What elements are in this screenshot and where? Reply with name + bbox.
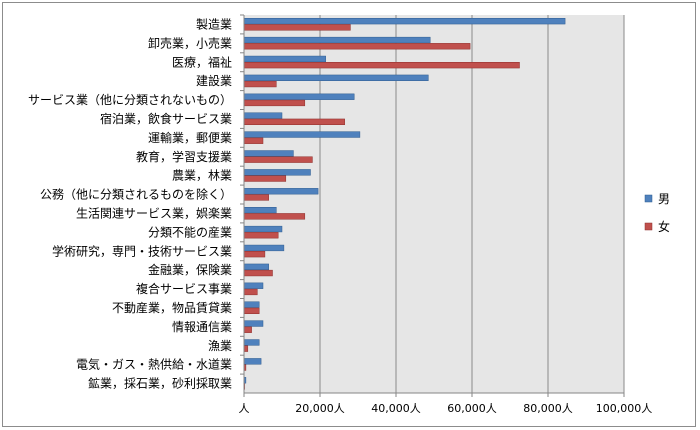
bar-male [243, 150, 294, 157]
x-tick-labels: 人 20,000人 40,000人 60,000人 80,000人 100,000人 [239, 393, 653, 415]
category-label: 漁業 [208, 339, 232, 353]
bar-male [243, 112, 283, 119]
category-label: 生活関連サービス業，娯楽業 [76, 206, 232, 220]
bar-male [243, 225, 283, 233]
bar-female [243, 326, 252, 333]
bar-female [243, 99, 306, 107]
category-label: 農業，林業 [172, 169, 232, 183]
bar-male [243, 131, 361, 138]
category-label: 不動産業，物品賃貸業 [112, 300, 232, 315]
bar-female [243, 251, 266, 258]
bar-male [243, 263, 269, 271]
bar-male [243, 188, 319, 195]
bars [243, 18, 566, 390]
bar-female [243, 194, 269, 201]
legend-label: 女 [658, 219, 670, 234]
bar-male [243, 282, 264, 289]
legend: 男女 [644, 192, 670, 234]
bar-female [243, 288, 258, 296]
legend-swatch [644, 194, 653, 203]
bar-male [243, 207, 277, 214]
bar-female [243, 307, 260, 315]
category-label: 学術研究，専門・技術サービス業 [52, 243, 232, 258]
bar-male [243, 18, 566, 25]
bar-male [243, 74, 429, 81]
category-label: 情報通信業 [172, 320, 232, 334]
legend-label: 男 [658, 192, 670, 206]
bar-male [243, 358, 262, 365]
bar-female [243, 269, 273, 277]
x-tick-label: 20,000人 [295, 402, 345, 415]
plot-area [244, 15, 624, 393]
category-label: 製造業 [196, 17, 232, 31]
x-tick-label: 60,000人 [447, 402, 497, 415]
category-label: 卸売業，小売業 [148, 35, 232, 50]
x-tick-label: 40,000人 [371, 402, 421, 415]
category-label: 宿泊業，飲食サービス業 [100, 111, 232, 126]
bar-male [243, 244, 285, 252]
bar-female [243, 137, 264, 144]
bar-female [243, 156, 313, 163]
bar-male [243, 320, 264, 327]
bar-male [243, 169, 311, 176]
category-label: 医療，福祉 [172, 54, 232, 69]
category-label: 鉱業，採石業，砂利採取業 [88, 376, 232, 391]
bar-female [243, 175, 287, 182]
bar-female [243, 345, 249, 352]
bar-female [243, 213, 306, 220]
category-label: 教育，学習支援業 [136, 149, 232, 164]
category-label: 公務（他に分類されるものを除く） [40, 187, 232, 202]
x-tick-label: 人 [239, 402, 250, 415]
bar-female [243, 24, 351, 31]
bar-female [243, 43, 471, 50]
category-label: 運輸業，郵便業 [148, 130, 232, 145]
bar-male [243, 339, 260, 346]
category-label: 電気・ガス・熱供給・水道業 [76, 357, 232, 372]
bar-female [243, 62, 520, 69]
x-tick-label: 100,000人 [596, 402, 653, 415]
bar-female [243, 118, 345, 125]
bar-female [243, 80, 277, 88]
bar-male [243, 301, 260, 308]
bar-male [243, 55, 326, 63]
bar-male [243, 93, 355, 100]
category-label: 分類不能の産業 [148, 224, 232, 239]
category-label: 建設業 [196, 73, 232, 88]
legend-swatch [644, 222, 653, 231]
category-label: 金融業，保険業 [148, 262, 232, 277]
bar-female [243, 232, 279, 239]
category-label: サービス業（他に分類されないもの） [28, 93, 232, 107]
x-tick-label: 80,000人 [523, 402, 573, 415]
category-label: 複合サービス事業 [136, 281, 232, 296]
bar-male [243, 36, 431, 44]
